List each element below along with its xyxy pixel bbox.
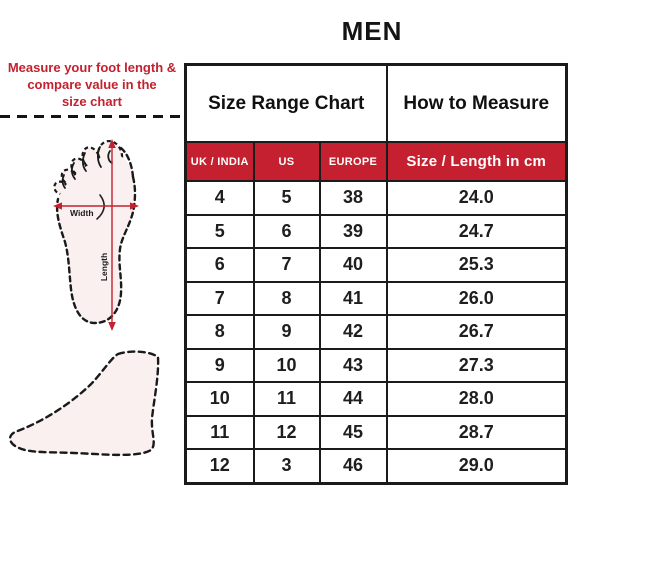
width-arrow — [53, 202, 139, 210]
size-chart-table: Size Range Chart How to Measure UK / IND… — [184, 63, 568, 485]
foot-outline — [55, 175, 137, 325]
instruction-line: compare value in the — [27, 77, 157, 92]
foot-side-outline — [8, 350, 160, 457]
column-header-row: UK / INDIA US EUROPE Size / Length in cm — [184, 141, 568, 182]
cell-europe: 44 — [318, 381, 388, 417]
cell-uk-india: 7 — [184, 280, 255, 316]
length-arrow — [108, 139, 116, 331]
cell-europe: 38 — [318, 180, 388, 216]
table-row: 7 8 41 26.0 — [184, 280, 568, 316]
instruction-line: size chart — [62, 94, 122, 109]
cell-us: 8 — [252, 280, 321, 316]
cell-us: 12 — [252, 414, 321, 450]
width-label: Width — [70, 208, 94, 218]
cell-us: 7 — [252, 247, 321, 283]
cell-uk-india: 5 — [184, 213, 255, 249]
cell-size-cm: 24.0 — [385, 180, 568, 216]
arch-line — [96, 194, 105, 220]
length-label: Length — [99, 253, 109, 281]
toe-separation-lines — [61, 146, 113, 189]
cell-us: 9 — [252, 314, 321, 350]
column-header-size-cm: Size / Length in cm — [385, 141, 568, 182]
column-header-us: US — [252, 141, 321, 182]
dashed-separator-line — [0, 115, 184, 118]
cell-size-cm: 26.0 — [385, 280, 568, 316]
cell-uk-india: 8 — [184, 314, 255, 350]
cell-us: 10 — [252, 347, 321, 383]
cell-europe: 43 — [318, 347, 388, 383]
table-row: 12 3 46 29.0 — [184, 448, 568, 484]
cell-europe: 39 — [318, 213, 388, 249]
cell-size-cm: 28.0 — [385, 381, 568, 417]
cell-size-cm: 24.7 — [385, 213, 568, 249]
how-to-measure-header: How to Measure — [385, 63, 568, 143]
table-row: 5 6 39 24.7 — [184, 213, 568, 249]
foot-top-view-diagram: Width Length — [53, 139, 139, 331]
cell-europe: 46 — [318, 448, 388, 484]
cell-uk-india: 10 — [184, 381, 255, 417]
cell-uk-india: 6 — [184, 247, 255, 283]
cell-uk-india: 12 — [184, 448, 255, 484]
table-row: 6 7 40 25.3 — [184, 247, 568, 283]
cell-size-cm: 29.0 — [385, 448, 568, 484]
cell-us: 6 — [252, 213, 321, 249]
table-row: 11 12 45 28.7 — [184, 414, 568, 450]
cell-us: 11 — [252, 381, 321, 417]
page-title: MEN — [341, 16, 403, 46]
cell-europe: 42 — [318, 314, 388, 350]
cell-uk-india: 9 — [184, 347, 255, 383]
cell-europe: 40 — [318, 247, 388, 283]
group-header-row: Size Range Chart How to Measure — [184, 63, 568, 143]
table-row: 4 5 38 24.0 — [184, 180, 568, 216]
foot-sole-fill — [57, 154, 135, 323]
cell-uk-india: 4 — [184, 180, 255, 216]
cell-europe: 41 — [318, 280, 388, 316]
cell-size-cm: 26.7 — [385, 314, 568, 350]
instruction-text: Measure your foot length & compare value… — [2, 59, 182, 110]
table-row: 10 11 44 28.0 — [184, 381, 568, 417]
column-header-europe: EUROPE — [318, 141, 388, 182]
foot-outline-bigtoe-join — [119, 146, 135, 179]
column-header-uk-india: UK / INDIA — [184, 141, 255, 182]
cell-us: 3 — [252, 448, 321, 484]
instruction-line: Measure your foot length & — [7, 60, 177, 75]
cell-size-cm: 25.3 — [385, 247, 568, 283]
table-row: 8 9 42 26.7 — [184, 314, 568, 350]
table-row: 9 10 43 27.3 — [184, 347, 568, 383]
cell-size-cm: 27.3 — [385, 347, 568, 383]
size-range-chart-header: Size Range Chart — [184, 63, 388, 143]
cell-europe: 45 — [318, 414, 388, 450]
cell-size-cm: 28.7 — [385, 414, 568, 450]
foot-side-view-diagram — [8, 350, 160, 457]
cell-uk-india: 11 — [184, 414, 255, 450]
cell-us: 5 — [252, 180, 321, 216]
